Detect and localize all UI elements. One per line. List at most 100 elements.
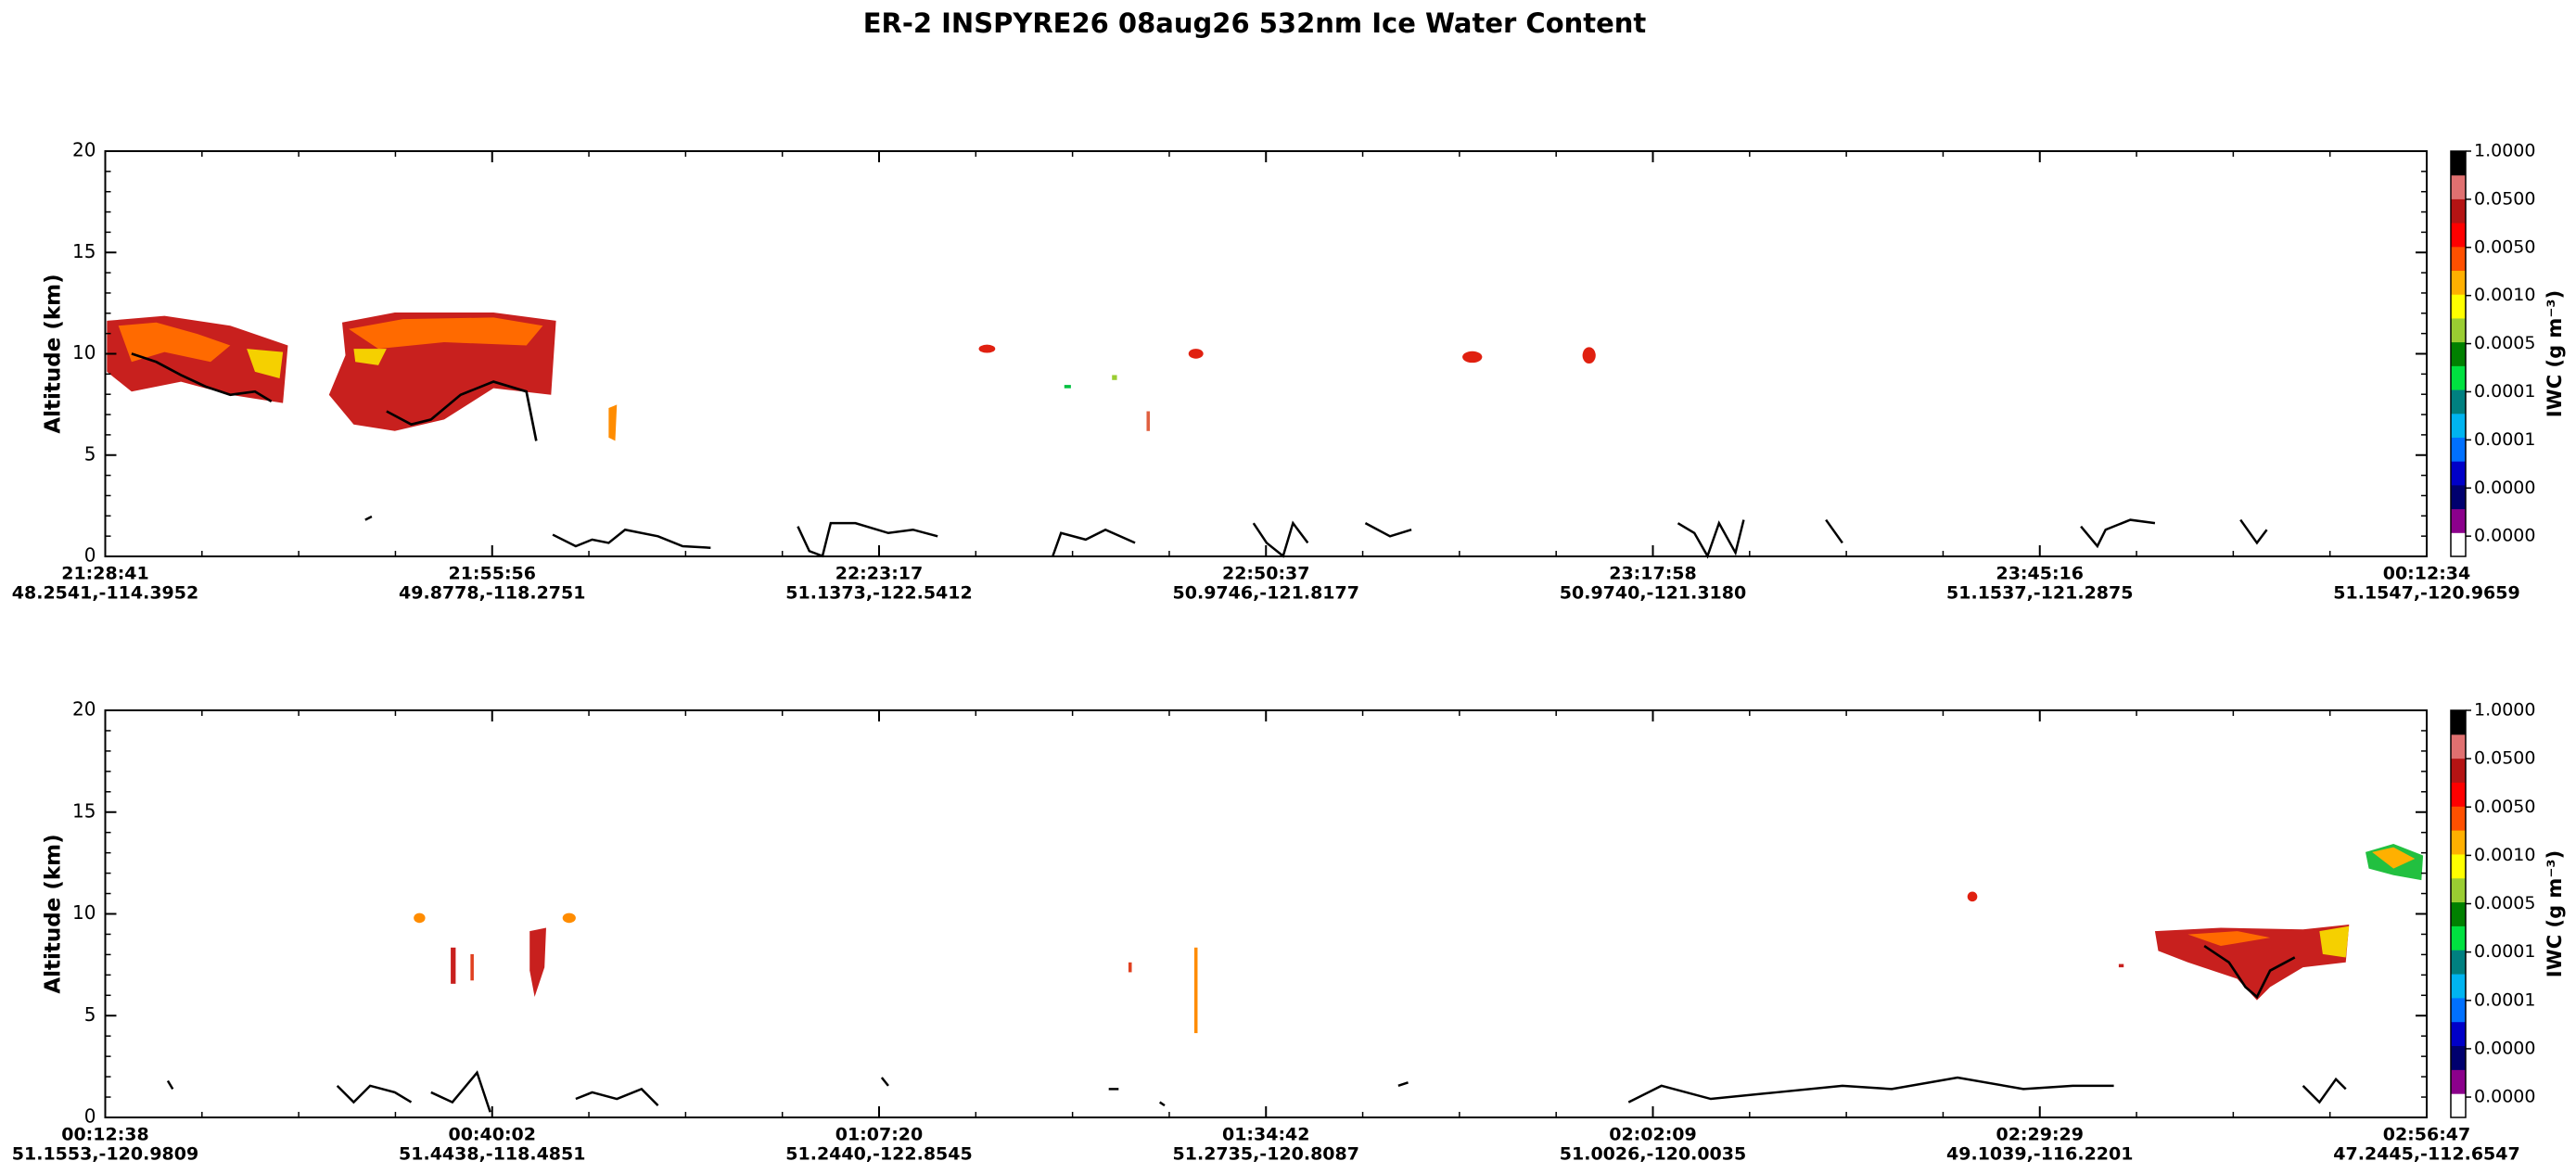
colorbar-tick-label: 0.0010 — [2474, 845, 2535, 865]
x-tick-location: 50.9740,-121.3180 — [1560, 583, 1746, 604]
cloud-field — [107, 313, 1596, 441]
x-tick-time: 01:07:20 — [835, 1125, 924, 1145]
colorbar-tick-label: 0.0050 — [2474, 797, 2535, 817]
colorbar-swatch — [2451, 925, 2466, 951]
colorbar-frame — [2450, 150, 2467, 557]
x-tick-location: 49.1039,-116.2201 — [1946, 1144, 2133, 1165]
colorbar-tick-label: 0.0000 — [2474, 1038, 2535, 1058]
colorbar-swatch — [2451, 758, 2466, 783]
colorbar-tick-label: 0.0005 — [2474, 333, 2535, 353]
y-axis-label: Altitude (km) — [42, 834, 66, 993]
colorbar-swatch — [2451, 413, 2466, 438]
colorbar-tick-label: 0.0050 — [2474, 236, 2535, 257]
colorbar-tick-label: 0.0000 — [2474, 1087, 2535, 1107]
colorbar-swatch — [2451, 246, 2466, 272]
colorbar-tick-label: 0.0005 — [2474, 893, 2535, 913]
y-tick-label: 10 — [72, 901, 96, 924]
colorbar-swatch — [2451, 997, 2466, 1023]
x-tick-time: 21:55:56 — [448, 564, 536, 584]
colorbar-swatch — [2451, 710, 2466, 735]
colorbar-tick-label: 0.0010 — [2474, 285, 2535, 305]
colorbar-swatch — [2451, 151, 2466, 176]
colorbar-swatch — [2451, 782, 2466, 807]
colorbar-swatch — [2451, 198, 2466, 223]
x-tick-location: 51.2735,-120.8087 — [1173, 1144, 1359, 1165]
colorbar-frame — [2450, 709, 2467, 1118]
colorbar-tick-label: 0.0001 — [2474, 429, 2535, 450]
colorbar-swatch — [2451, 174, 2466, 199]
colorbar-label: IWC (g m⁻³) — [2544, 290, 2566, 417]
x-tick-location: 49.8778,-118.2751 — [399, 583, 585, 604]
x-tick-time: 23:45:16 — [1996, 564, 2084, 584]
x-tick-time: 01:34:42 — [1222, 1125, 1310, 1145]
x-tick-time: 02:02:09 — [1609, 1125, 1697, 1145]
y-tick-label: 5 — [84, 442, 96, 465]
y-tick-label: 0 — [84, 544, 96, 567]
colorbar-swatch — [2451, 461, 2466, 486]
colorbar-tick-label: 0.0500 — [2474, 188, 2535, 209]
x-tick-time: 21:28:41 — [61, 564, 149, 584]
cloud-field — [414, 844, 2424, 1034]
colorbar-swatch — [2451, 734, 2466, 759]
colorbar-swatch — [2451, 1069, 2466, 1094]
x-tick-location: 48.2541,-114.3952 — [12, 583, 198, 604]
colorbar-tick-label: 0.0000 — [2474, 478, 2535, 498]
x-tick-location: 51.2440,-122.8545 — [785, 1144, 972, 1165]
colorbar-swatch — [2451, 1093, 2466, 1118]
colorbar-swatch — [2451, 341, 2466, 366]
y-tick-label: 10 — [72, 341, 96, 364]
colorbar-swatch — [2451, 974, 2466, 999]
y-tick-label: 5 — [84, 1003, 96, 1026]
colorbar-swatch — [2451, 508, 2466, 533]
x-tick-time: 02:29:29 — [1996, 1125, 2084, 1145]
colorbar-swatch — [2451, 1021, 2466, 1047]
colorbar-tick-label: 0.0001 — [2474, 381, 2535, 402]
colorbar-swatch — [2451, 365, 2466, 390]
colorbar-swatch — [2451, 532, 2466, 557]
colorbar-label: IWC (g m⁻³) — [2544, 850, 2566, 977]
y-tick-label: 15 — [72, 240, 96, 262]
x-tick-time: 00:40:02 — [448, 1125, 536, 1145]
y-tick-label: 15 — [72, 799, 96, 822]
colorbar-swatch — [2451, 853, 2466, 879]
colorbar-swatch — [2451, 1045, 2466, 1070]
x-tick-location: 47.2445,-112.6547 — [2333, 1144, 2519, 1165]
plot-frame — [104, 709, 2428, 1118]
colorbar-tick-label: 0.0500 — [2474, 748, 2535, 769]
x-tick-time: 02:56:47 — [2383, 1125, 2471, 1145]
colorbar-swatch — [2451, 830, 2466, 855]
colorbar-swatch — [2451, 223, 2466, 248]
colorbar-swatch — [2451, 901, 2466, 926]
colorbar-swatch — [2451, 389, 2466, 415]
colorbar-swatch — [2451, 806, 2466, 831]
colorbar-swatch — [2451, 877, 2466, 903]
x-tick-location: 51.1547,-120.9659 — [2333, 583, 2519, 604]
x-tick-location: 50.9746,-121.8177 — [1173, 583, 1359, 604]
colorbar-tick-label: 1.0000 — [2474, 141, 2535, 161]
ground-track — [166, 1070, 2347, 1113]
colorbar-swatch — [2451, 270, 2466, 295]
x-tick-location: 51.4438,-118.4851 — [399, 1144, 585, 1165]
x-tick-time: 22:50:37 — [1222, 564, 1310, 584]
curtain-imagery — [107, 313, 2424, 1113]
colorbar-tick-label: 0.0001 — [2474, 941, 2535, 962]
x-tick-location: 51.1373,-122.5412 — [785, 583, 972, 604]
ground-track — [364, 515, 2268, 559]
figure-title: ER-2 INSPYRE26 08aug26 532nm Ice Water C… — [863, 7, 1647, 39]
x-tick-time: 23:17:58 — [1609, 564, 1697, 584]
x-tick-time: 00:12:38 — [61, 1125, 149, 1145]
x-tick-location: 51.0026,-120.0035 — [1560, 1144, 1746, 1165]
x-tick-time: 22:23:17 — [835, 564, 924, 584]
y-tick-label: 20 — [72, 139, 96, 161]
colorbar-tick-label: 0.0000 — [2474, 526, 2535, 546]
colorbar-swatch — [2451, 317, 2466, 343]
colorbar-swatch — [2451, 437, 2466, 462]
colorbar-swatch — [2451, 484, 2466, 510]
x-tick-location: 51.1537,-121.2875 — [1946, 583, 2133, 604]
y-axis-label: Altitude (km) — [42, 274, 66, 433]
colorbar-swatch — [2451, 294, 2466, 319]
x-tick-location: 51.1553,-120.9809 — [12, 1144, 198, 1165]
colorbar-tick-label: 1.0000 — [2474, 700, 2535, 721]
colorbar-tick-label: 0.0001 — [2474, 989, 2535, 1010]
